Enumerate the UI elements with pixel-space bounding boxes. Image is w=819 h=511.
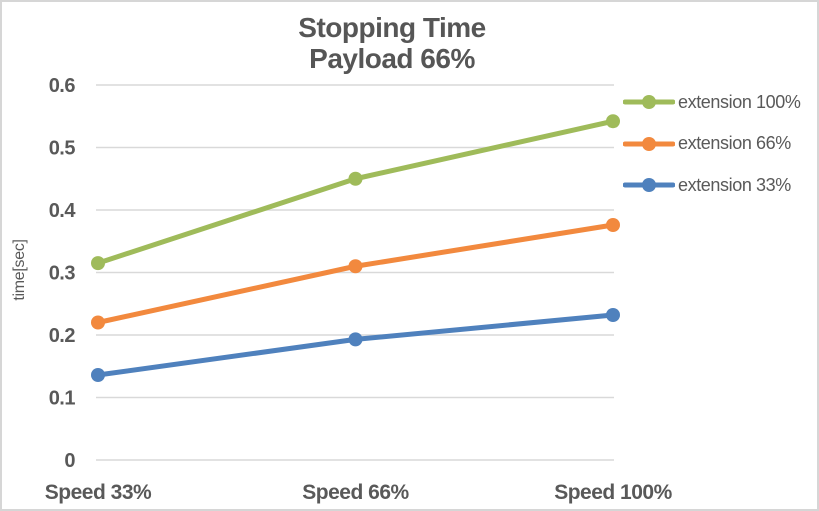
data-point-marker xyxy=(91,256,105,271)
data-point-marker xyxy=(91,368,105,382)
y-tick-label: 0.3 xyxy=(49,263,76,285)
y-tick-label: 0 xyxy=(64,450,75,472)
data-point-marker xyxy=(91,315,105,330)
series-layer xyxy=(91,114,620,382)
series-line xyxy=(95,118,616,266)
data-point-marker xyxy=(606,308,620,322)
legend-label: extension 100% xyxy=(678,91,801,112)
data-point-marker xyxy=(348,332,363,347)
data-point-marker xyxy=(606,218,620,232)
legend-item: extension 66% xyxy=(623,133,791,154)
data-point-marker xyxy=(606,114,620,129)
legend-item: extension 100% xyxy=(623,92,801,112)
y-tick-label: 0.5 xyxy=(49,138,76,160)
legend-dot xyxy=(642,95,656,109)
legend-item: extension 33% xyxy=(623,175,791,195)
legend-marker-icon xyxy=(623,178,675,192)
x-axis-labels: Speed 33% Speed 66% Speed 100% xyxy=(45,481,673,504)
y-tick-label: 0.4 xyxy=(49,200,77,222)
x-axis-label: Speed 66% xyxy=(302,481,409,504)
chart-title-block: Stopping Time Payload 66% xyxy=(2,12,782,74)
legend-dot xyxy=(642,136,656,151)
legend-marker-icon xyxy=(623,136,675,151)
y-tick-label: 0.6 xyxy=(49,75,76,97)
x-axis-label: Speed 33% xyxy=(45,481,152,504)
y-tick-label: 0.1 xyxy=(49,388,76,410)
legend-label: extension 66% xyxy=(678,133,791,153)
data-point-marker xyxy=(348,171,363,186)
data-point-marker xyxy=(348,259,363,274)
x-axis-label: Speed 100% xyxy=(554,481,672,504)
legend-label: extension 33% xyxy=(678,174,791,195)
legend-dot xyxy=(642,178,656,192)
chart-subtitle: Payload 66% xyxy=(309,43,475,74)
y-axis-tick-labels: 0 0.1 0.2 0.3 0.4 0.5 0.6 xyxy=(49,75,77,472)
legend-marker-icon xyxy=(623,95,675,109)
y-tick-label: 0.2 xyxy=(49,325,76,347)
chart-title: Stopping Time xyxy=(298,12,486,43)
y-axis-title: time[sec] xyxy=(11,239,28,300)
